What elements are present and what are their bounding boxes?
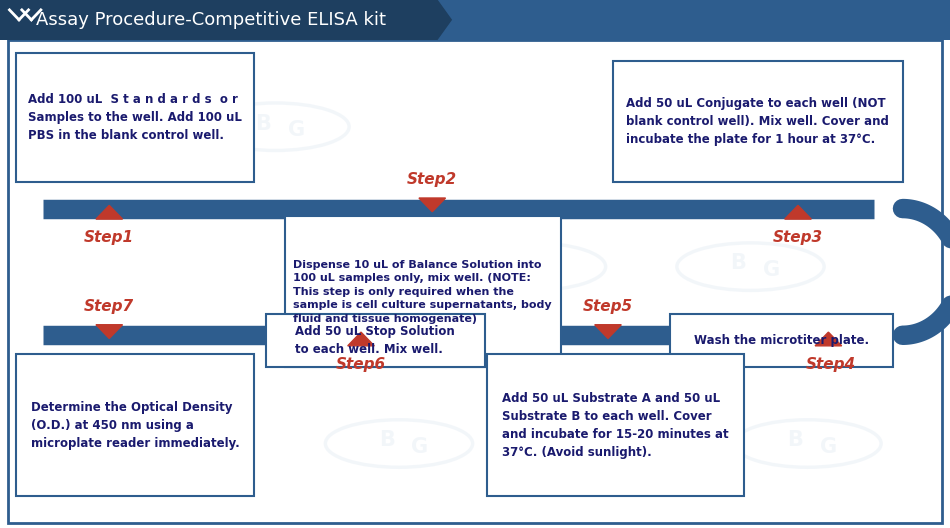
Text: G: G bbox=[411, 437, 428, 457]
Text: Assay Procedure-Competitive ELISA kit: Assay Procedure-Competitive ELISA kit bbox=[36, 11, 386, 29]
Text: Step7: Step7 bbox=[85, 299, 134, 314]
Bar bbox=[0, 0, 437, 40]
Text: Add 50 uL Stop Solution
to each well. Mix well.: Add 50 uL Stop Solution to each well. Mi… bbox=[295, 325, 455, 356]
Polygon shape bbox=[96, 205, 123, 219]
Text: Step5: Step5 bbox=[583, 299, 633, 314]
Polygon shape bbox=[815, 332, 842, 346]
FancyBboxPatch shape bbox=[16, 53, 254, 182]
Text: Add 50 uL Substrate A and 50 uL
Substrate B to each well. Cover
and incubate for: Add 50 uL Substrate A and 50 uL Substrat… bbox=[503, 392, 729, 458]
Text: Step4: Step4 bbox=[807, 357, 856, 372]
FancyBboxPatch shape bbox=[670, 314, 893, 367]
Text: Dispense 10 uL of Balance Solution into
100 uL samples only, mix well. (NOTE:
Th: Dispense 10 uL of Balance Solution into … bbox=[294, 260, 552, 324]
FancyBboxPatch shape bbox=[613, 61, 902, 182]
FancyBboxPatch shape bbox=[285, 216, 560, 367]
Text: B: B bbox=[512, 253, 527, 274]
Text: B: B bbox=[788, 430, 803, 450]
Text: B: B bbox=[731, 253, 746, 274]
Polygon shape bbox=[437, 0, 451, 40]
Text: Step6: Step6 bbox=[336, 357, 386, 372]
Polygon shape bbox=[785, 205, 811, 219]
Text: G: G bbox=[820, 437, 837, 457]
FancyBboxPatch shape bbox=[266, 314, 484, 367]
Text: Step3: Step3 bbox=[773, 230, 823, 245]
Text: B: B bbox=[256, 114, 271, 134]
Text: Wash the microtiter plate.: Wash the microtiter plate. bbox=[694, 334, 869, 347]
Text: B: B bbox=[379, 430, 394, 450]
Text: G: G bbox=[544, 260, 561, 280]
Text: Step2: Step2 bbox=[408, 172, 457, 187]
Polygon shape bbox=[419, 198, 446, 212]
Polygon shape bbox=[348, 332, 374, 346]
Text: Add 100 uL  S t a n d a r d s  o r
Samples to the well. Add 100 uL
PBS in the bl: Add 100 uL S t a n d a r d s o r Samples… bbox=[28, 93, 242, 142]
Text: G: G bbox=[107, 384, 124, 404]
Text: Add 50 uL Conjugate to each well (NOT
blank control well). Mix well. Cover and
i: Add 50 uL Conjugate to each well (NOT bl… bbox=[626, 97, 889, 146]
Text: Step1: Step1 bbox=[85, 230, 134, 245]
Text: G: G bbox=[288, 120, 305, 140]
Text: Determine the Optical Density
(O.D.) at 450 nm using a
microplate reader immedia: Determine the Optical Density (O.D.) at … bbox=[30, 401, 239, 449]
Text: B: B bbox=[75, 378, 90, 398]
Bar bbox=[0, 0, 950, 40]
FancyBboxPatch shape bbox=[487, 354, 744, 496]
Polygon shape bbox=[96, 325, 123, 338]
Polygon shape bbox=[595, 325, 621, 338]
Text: G: G bbox=[763, 260, 780, 280]
FancyBboxPatch shape bbox=[16, 354, 254, 496]
